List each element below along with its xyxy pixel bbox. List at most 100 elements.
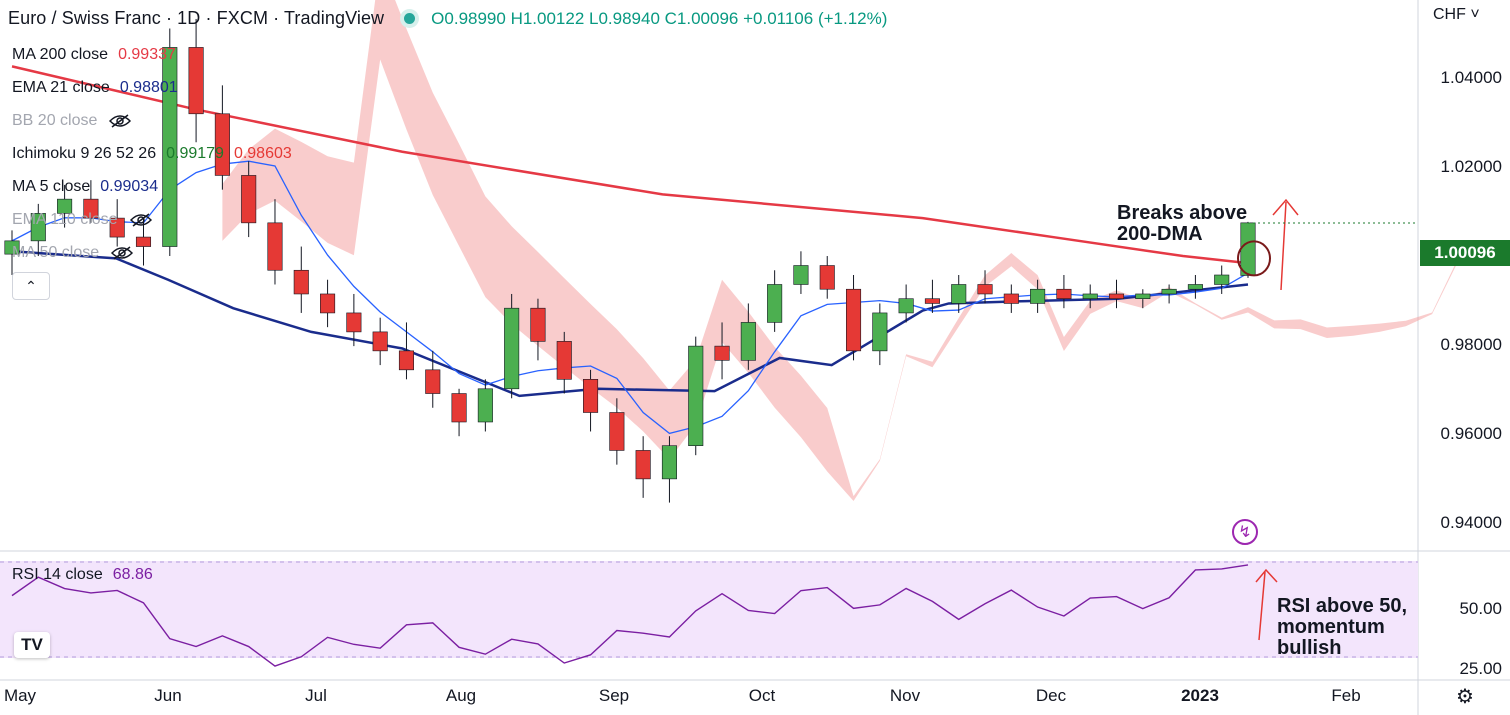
candle xyxy=(188,47,204,115)
candle xyxy=(293,269,309,295)
candle xyxy=(661,445,677,480)
candle xyxy=(241,175,257,224)
candle xyxy=(372,331,388,352)
x-tick: Dec xyxy=(1035,686,1067,705)
legend-ichimoku-value2: 0.98603 xyxy=(233,145,292,162)
symbol-title: Euro / Swiss Franc · 1D · FXCM · Trading… xyxy=(8,8,385,28)
legend-rsi[interactable]: RSI 14 close 68.86 xyxy=(12,566,153,584)
legend-ma200[interactable]: MA 200 close 0.99337 xyxy=(12,46,176,64)
legend-ema110-label: EMA 110 close xyxy=(12,211,118,228)
candle xyxy=(4,240,20,255)
candle xyxy=(714,345,730,361)
legend-bb-label: BB 20 close xyxy=(12,112,98,129)
candle xyxy=(425,369,441,394)
currency-selector[interactable]: CHF ˅ xyxy=(1433,6,1480,24)
price-tick: 1.02000 xyxy=(1440,157,1502,176)
ema21-line xyxy=(11,250,1249,398)
x-tick: May xyxy=(3,686,37,705)
candle xyxy=(320,293,336,314)
gear-icon[interactable]: ⚙ xyxy=(1456,686,1474,708)
price-tick: 1.04000 xyxy=(1440,68,1502,87)
price-tick: 0.98000 xyxy=(1440,335,1502,354)
annotation-breaks-200dma: Breaks above 200-DMA xyxy=(1117,202,1248,245)
candle xyxy=(346,312,362,333)
legend-ema21-label: EMA 21 close xyxy=(12,79,110,96)
candle xyxy=(1135,293,1151,300)
x-tick: Jun xyxy=(154,686,182,705)
candle xyxy=(688,345,704,446)
rsi-band xyxy=(0,561,1418,658)
candle xyxy=(924,298,940,304)
legend-rsi-label: RSI 14 close xyxy=(12,566,103,583)
x-tick: Feb xyxy=(1331,686,1361,705)
candle xyxy=(1056,288,1072,300)
candle xyxy=(1003,293,1019,304)
candle xyxy=(819,265,835,290)
candle xyxy=(872,312,888,352)
legend-rsi-value: 68.86 xyxy=(112,566,153,583)
candle xyxy=(162,47,178,247)
x-tick: Jul xyxy=(305,686,327,705)
legend-ema110[interactable]: EMA 110 close xyxy=(12,211,152,229)
legend-ma50[interactable]: MA 50 close xyxy=(12,244,134,262)
up-arrow xyxy=(1272,198,1299,291)
candle xyxy=(635,450,651,480)
legend-ema21-value: 0.98801 xyxy=(119,79,178,96)
legend-ichimoku-value1: 0.99179 xyxy=(166,145,224,162)
tradingview-logo[interactable]: TV xyxy=(14,632,50,658)
ohlc-values: O0.98990 H1.00122 L0.98940 C1.00096 +0.0… xyxy=(431,8,888,28)
candle xyxy=(793,265,809,285)
collapse-legend-button[interactable]: ⌃ xyxy=(12,272,50,300)
annotation-rsi: RSI above 50, momentum bullish xyxy=(1277,595,1408,659)
candle xyxy=(451,393,467,423)
price-tick: 0.96000 xyxy=(1440,424,1502,443)
hidden-eye-icon[interactable] xyxy=(109,114,132,128)
candle xyxy=(556,341,572,380)
ichimoku-cloud xyxy=(222,0,1459,502)
candle xyxy=(1161,288,1177,295)
candle xyxy=(530,307,546,342)
legend-ma200-label: MA 200 close xyxy=(12,46,109,63)
legend-ma5-label: MA 5 close xyxy=(12,178,91,195)
currency-label: CHF xyxy=(1433,6,1466,23)
rsi-tick: 50.00 xyxy=(1459,599,1502,618)
market-status-dot xyxy=(404,13,416,24)
rsi-up-arrow xyxy=(1255,568,1278,641)
candle xyxy=(398,350,415,371)
legend-ma5[interactable]: MA 5 close 0.99034 xyxy=(12,178,158,196)
candle xyxy=(109,217,125,238)
hidden-eye-icon[interactable] xyxy=(111,246,134,260)
candle xyxy=(767,284,783,323)
candle xyxy=(30,213,46,242)
highlight-circle xyxy=(1237,240,1271,277)
candle xyxy=(1187,284,1203,290)
legend-ichimoku[interactable]: Ichimoku 9 26 52 26 0.99179 0.98603 xyxy=(12,145,292,163)
flash-icon[interactable]: ↯ xyxy=(1232,519,1258,545)
candle xyxy=(740,322,756,361)
candle xyxy=(898,298,914,314)
candle xyxy=(845,288,862,352)
chevron-down-icon: ˅ xyxy=(1470,6,1480,23)
candle xyxy=(83,198,99,219)
x-tick: Nov xyxy=(889,686,921,705)
x-tick: Sep xyxy=(598,686,630,705)
candle xyxy=(214,113,230,176)
legend-bb[interactable]: BB 20 close xyxy=(12,112,132,130)
legend-ichimoku-label: Ichimoku 9 26 52 26 xyxy=(12,145,157,162)
legend-ma50-label: MA 50 close xyxy=(12,244,100,261)
candle xyxy=(1030,288,1046,304)
candle xyxy=(504,307,520,390)
chevron-up-icon: ⌃ xyxy=(25,277,37,294)
rsi-tick: 25.00 xyxy=(1459,659,1502,678)
chart-header: Euro / Swiss Franc · 1D · FXCM · Trading… xyxy=(8,8,887,29)
x-tick: Aug xyxy=(445,686,477,705)
legend-ema21[interactable]: EMA 21 close 0.98801 xyxy=(12,79,178,97)
legend-ma200-value: 0.99337 xyxy=(118,46,176,63)
hidden-eye-icon[interactable] xyxy=(129,213,152,227)
candle xyxy=(951,284,967,304)
rsi-line xyxy=(11,564,1249,667)
candle xyxy=(57,198,73,214)
candle xyxy=(609,412,625,451)
x-tick: Oct xyxy=(748,686,776,705)
